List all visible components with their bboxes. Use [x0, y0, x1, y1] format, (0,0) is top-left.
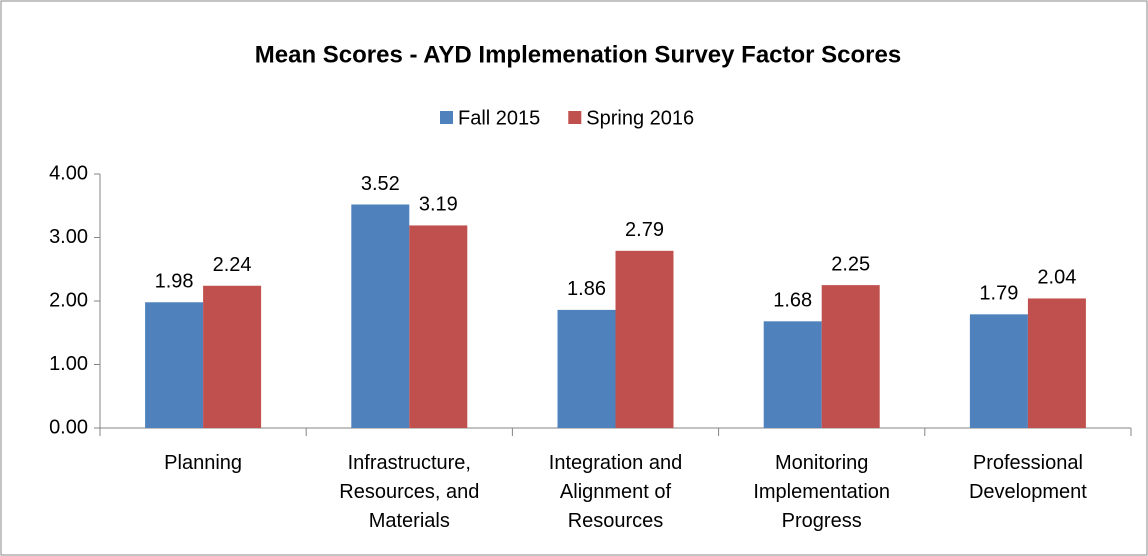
- x-tick-label: Monitoring Implementation Progress: [753, 452, 890, 532]
- y-tick-label: 0.00: [49, 416, 88, 438]
- chart-title: Mean Scores - AYD Implemenation Survey F…: [255, 41, 901, 68]
- x-tick-label: Professional Development: [969, 452, 1087, 503]
- x-tick-label: Infrastructure, Resources, and Materials: [339, 452, 479, 532]
- bar: [615, 250, 674, 428]
- data-label: 1.79: [979, 283, 1018, 305]
- bar: [409, 225, 468, 428]
- bar: [763, 321, 822, 428]
- x-tick-label: Planning: [164, 452, 242, 474]
- bar: [821, 285, 880, 428]
- legend-label: Spring 2016: [586, 107, 694, 129]
- legend-label: Fall 2015: [458, 107, 540, 129]
- data-label: 1.86: [567, 278, 606, 300]
- data-label: 2.79: [625, 219, 664, 241]
- bar: [351, 204, 410, 428]
- bar: [145, 302, 204, 428]
- data-label: 1.68: [773, 290, 812, 312]
- y-tick-label: 3.00: [49, 226, 88, 248]
- bar: [1027, 298, 1086, 428]
- legend-swatch: [440, 111, 453, 124]
- y-tick-label: 4.00: [49, 162, 88, 184]
- data-label: 2.25: [831, 253, 870, 275]
- data-label: 3.19: [419, 194, 458, 216]
- bar: [557, 309, 616, 428]
- x-tick-label: Integration and Alignment of Resources: [549, 452, 682, 532]
- y-tick-label: 1.00: [49, 353, 88, 375]
- y-tick-label: 2.00: [49, 289, 88, 311]
- bar: [203, 285, 262, 428]
- data-label: 2.24: [213, 254, 252, 276]
- data-label: 2.04: [1037, 267, 1076, 289]
- data-label: 1.98: [155, 271, 194, 293]
- data-label: 3.52: [361, 173, 400, 195]
- bar: [969, 314, 1028, 428]
- legend-swatch: [568, 111, 582, 124]
